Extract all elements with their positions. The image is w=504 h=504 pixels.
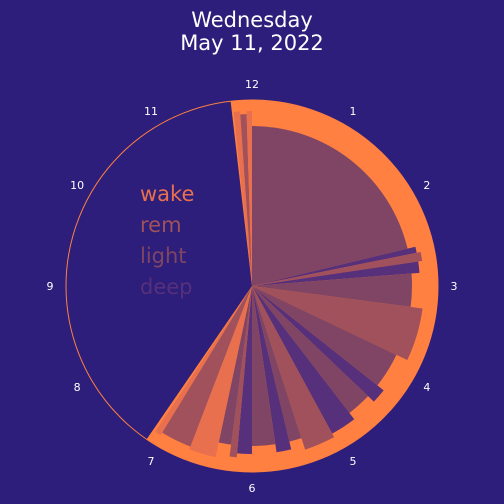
clock-label-2: 2 (423, 179, 430, 192)
clock-label-1: 1 (350, 105, 357, 118)
stage-bar-deep (252, 286, 355, 434)
clock-label-10: 10 (70, 179, 84, 192)
legend-light: light (140, 244, 187, 268)
stage-bar-light (252, 126, 408, 286)
stage-bar-rem (252, 286, 335, 450)
clock-label-3: 3 (451, 280, 458, 293)
stage-bar-light (252, 286, 302, 442)
legend-rem: rem (140, 213, 182, 237)
stage-bar-deep (252, 261, 420, 286)
stage-bar-deep (252, 286, 384, 402)
chart-title-line1: Wednesday (191, 8, 313, 32)
stage-bar-rem (240, 114, 252, 286)
stage-bar-deep (237, 286, 252, 454)
clock-label-5: 5 (350, 455, 357, 468)
stage-bar-light (252, 286, 397, 386)
stage-bar-light (252, 286, 369, 413)
stage-bar-wake (246, 111, 252, 286)
stage-bar-rem (252, 286, 423, 361)
clock-label-12: 12 (245, 78, 259, 91)
clock-label-4: 4 (423, 381, 430, 394)
stage-bar-deep (252, 246, 417, 286)
stage-bar-wake (233, 111, 252, 286)
stage-bar-rem (162, 286, 252, 447)
stage-bar-rem (252, 252, 423, 286)
legend-deep: deep (140, 275, 193, 299)
legend-wake: wake (140, 182, 194, 206)
clock-label-6: 6 (249, 482, 256, 495)
clock-label-8: 8 (74, 381, 81, 394)
clock-label-7: 7 (148, 455, 155, 468)
stage-bar-light (218, 286, 252, 445)
stage-bar-rem (229, 286, 252, 458)
stage-bar-deep (252, 286, 292, 453)
clock-label-9: 9 (47, 280, 54, 293)
stage-bar-light (252, 286, 276, 446)
stage-bar-wake (189, 286, 252, 458)
legend: wake rem light deep (140, 182, 194, 299)
stage-bar-light (252, 273, 413, 307)
stage-bars (155, 111, 423, 458)
chart-title-line2: May 11, 2022 (180, 31, 324, 55)
clock-label-11: 11 (144, 105, 158, 118)
stage-bar-wake (155, 286, 252, 436)
